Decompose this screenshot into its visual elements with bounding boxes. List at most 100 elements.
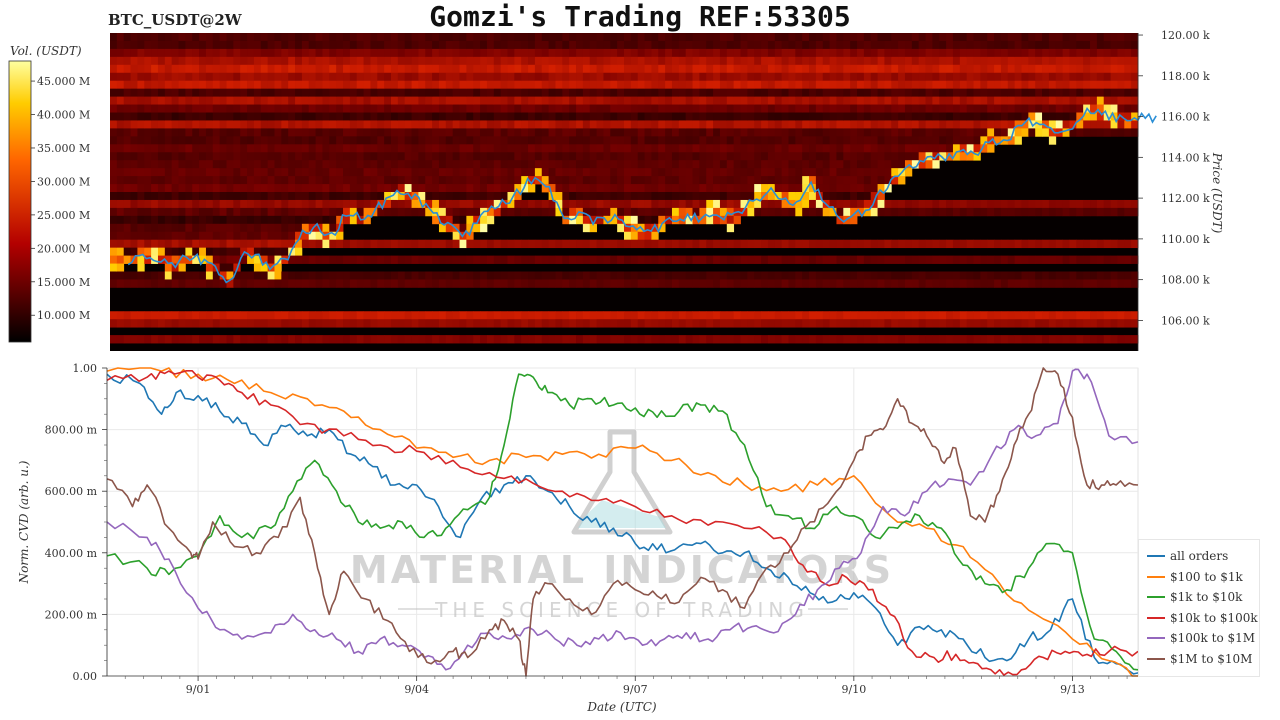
heatmap-cell [438, 48, 447, 58]
heatmap-cell [1131, 120, 1139, 129]
heatmap-cell [1076, 104, 1084, 113]
heatmap-cell [343, 192, 351, 201]
heatmap-cell [767, 48, 776, 58]
heatmap-cell [144, 144, 152, 153]
heatmap-cell [767, 144, 776, 153]
heatmap-cell [774, 279, 783, 288]
heatmap-cell [952, 80, 961, 90]
heatmap-cell [1090, 96, 1098, 105]
heatmap-cell [411, 96, 419, 105]
heatmap-cell [349, 271, 358, 280]
heatmap-cell [562, 199, 570, 209]
heatmap-cell [452, 160, 460, 169]
heatmap-cell [315, 239, 323, 249]
heatmap-cell [493, 144, 502, 153]
heatmap-cell [973, 80, 981, 90]
heatmap-cell [130, 231, 138, 241]
heatmap-cell [288, 144, 296, 153]
heatmap-cell [260, 199, 269, 209]
heatmap-cell [301, 104, 310, 113]
heatmap-cell [500, 136, 508, 145]
heatmap-cell [130, 64, 138, 74]
heatmap-cell [617, 96, 625, 105]
heatmap-cell [157, 56, 166, 66]
heatmap-cell [322, 152, 330, 161]
heatmap-cell [843, 88, 851, 97]
heatmap-cell [432, 176, 440, 185]
heatmap-cell [1096, 72, 1105, 82]
heatmap-cell [891, 319, 899, 328]
heatmap-cell [322, 33, 330, 42]
heatmap-cell [932, 72, 940, 82]
heatmap-cell [253, 72, 262, 82]
heatmap-cell [562, 319, 570, 328]
heatmap-cell [199, 88, 207, 97]
heatmap-cell [336, 335, 344, 344]
heatmap-cell [904, 279, 913, 288]
heatmap-cell [1007, 33, 1016, 42]
heatmap-cell [493, 271, 502, 280]
heatmap-cell [123, 223, 131, 233]
heatmap-cell [219, 319, 227, 328]
heatmap-cell [137, 271, 145, 280]
heatmap-cell [528, 279, 536, 288]
heatmap-cell [199, 279, 207, 288]
heatmap-cell [589, 215, 597, 225]
heatmap-cell [1124, 96, 1132, 105]
heatmap-cell [822, 40, 830, 50]
heatmap-cell [507, 207, 515, 217]
heatmap-cell [343, 96, 351, 105]
heatmap-cell [534, 72, 543, 82]
heatmap-cell [562, 104, 570, 113]
heatmap-cell [836, 311, 844, 320]
heatmap-cell [548, 144, 556, 153]
heatmap-cell [576, 271, 584, 280]
heatmap-cell [397, 112, 406, 121]
heatmap-cell [665, 239, 673, 249]
heatmap-cell [459, 152, 467, 161]
heatmap-cell [596, 128, 604, 137]
heatmap-cell [418, 271, 426, 280]
heatmap-cell [534, 33, 543, 42]
heatmap-cell [1131, 48, 1139, 58]
heatmap-cell [747, 271, 755, 280]
heatmap-cell [829, 279, 837, 288]
heatmap-cell [123, 279, 131, 288]
heatmap-cell [185, 311, 193, 320]
heatmap-cell [486, 48, 495, 58]
heatmap-cell [281, 247, 289, 256]
heatmap-cell [747, 192, 755, 201]
heatmap-cell [781, 104, 789, 113]
heatmap-cell [226, 263, 234, 272]
heatmap-cell [514, 64, 522, 74]
heatmap-cell [658, 271, 666, 280]
heatmap-cell [1069, 80, 1077, 90]
heatmap-cell [356, 207, 364, 217]
heatmap-cell [260, 223, 269, 233]
heatmap-cell [582, 207, 591, 217]
heatmap-cell [390, 56, 399, 66]
heatmap-cell [528, 311, 536, 320]
heatmap-cell [747, 112, 755, 121]
heatmap-cell [281, 223, 289, 233]
heatmap-cell [562, 112, 570, 121]
heatmap-cell [137, 88, 145, 97]
heatmap-cell [377, 239, 385, 249]
heatmap-cell [164, 160, 173, 169]
heatmap-cell [569, 120, 577, 129]
heatmap-cell [336, 88, 344, 97]
heatmap-cell [336, 80, 344, 90]
heatmap-cell [493, 184, 502, 193]
heatmap-cell [459, 319, 467, 328]
colorbar-tick-label: 10.000 M [37, 309, 90, 322]
heatmap-cell [370, 56, 378, 66]
heatmap-cell [658, 279, 666, 288]
heatmap-cell [288, 279, 296, 288]
heatmap-cell [726, 72, 735, 82]
heatmap-cell [480, 311, 488, 320]
heatmap-cell [1103, 33, 1111, 42]
heatmap-cell [110, 64, 118, 74]
heatmap-cell [185, 271, 193, 280]
heatmap-cell [247, 80, 255, 90]
heatmap-cell [205, 176, 214, 185]
